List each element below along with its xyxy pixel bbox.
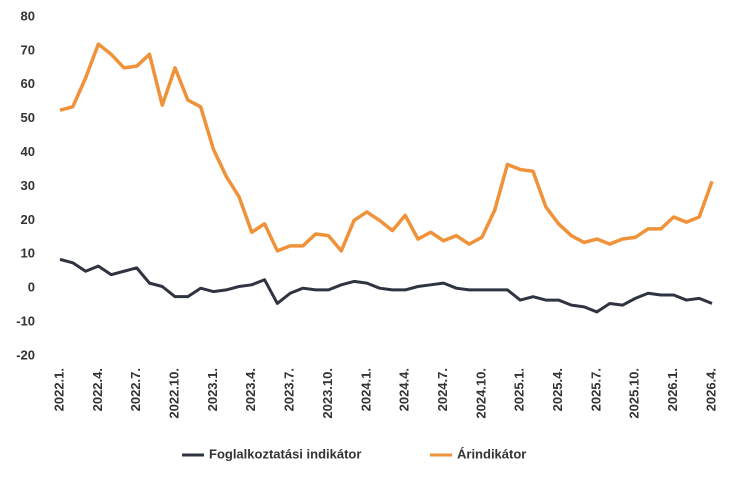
- x-tick-label: 2022.4.: [90, 368, 105, 411]
- x-tick-label: 2024.1.: [358, 368, 373, 411]
- legend-label: Árindikátor: [457, 446, 526, 461]
- x-tick-label: 2024.4.: [397, 368, 412, 411]
- y-tick-label: 70: [21, 42, 35, 57]
- x-tick-label: 2025.7.: [588, 368, 603, 411]
- y-tick-label: -10: [16, 314, 35, 329]
- y-tick-label: -20: [16, 347, 35, 362]
- x-tick-label: 2024.7.: [435, 368, 450, 411]
- x-tick-label: 2022.7.: [128, 368, 143, 411]
- series-line: [59, 42, 714, 253]
- y-tick-label: 60: [21, 76, 35, 91]
- x-tick-label: 2022.10.: [166, 368, 181, 419]
- x-tick-label: 2022.1.: [51, 368, 66, 411]
- y-tick-label: 80: [21, 8, 35, 23]
- y-tick-label: 30: [21, 178, 35, 193]
- x-tick-label: 2023.10.: [320, 368, 335, 419]
- y-tick-label: 40: [21, 144, 35, 159]
- x-tick-label: 2025.1.: [512, 368, 527, 411]
- x-tick-label: 2023.4.: [243, 368, 258, 411]
- x-tick-label: 2025.4.: [550, 368, 565, 411]
- x-tick-label: 2023.1.: [205, 368, 220, 411]
- legend-label: Foglalkoztatási indikátor: [209, 446, 361, 461]
- x-tick-label: 2023.7.: [282, 368, 297, 411]
- y-tick-label: 0: [28, 280, 35, 295]
- y-tick-label: 20: [21, 212, 35, 227]
- x-tick-label: 2024.10.: [473, 368, 488, 419]
- series-line: [59, 257, 713, 314]
- x-tick-label: 2025.10.: [627, 368, 642, 419]
- y-tick-label: 10: [21, 246, 35, 261]
- y-tick-label: 50: [21, 110, 35, 125]
- x-tick-label: 2026.1.: [665, 368, 680, 411]
- x-tick-label: 2026.4.: [703, 368, 718, 411]
